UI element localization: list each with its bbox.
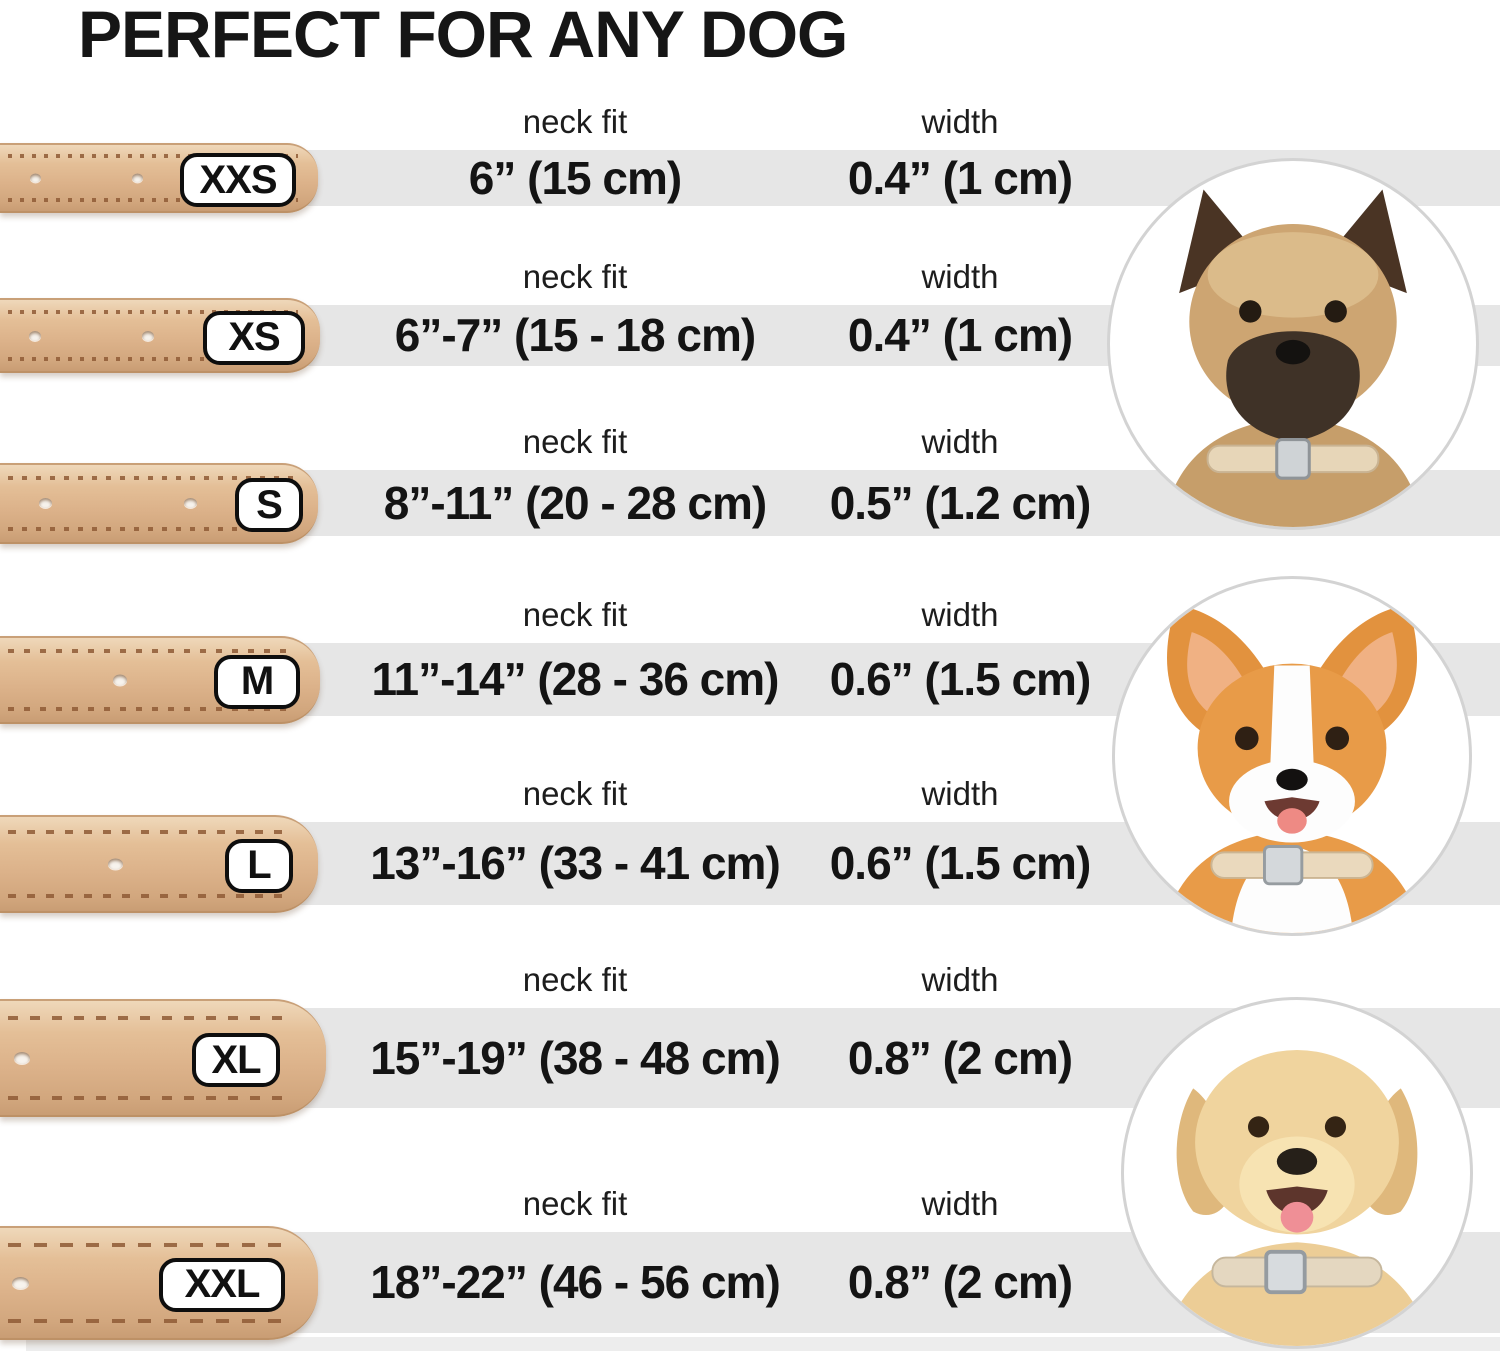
size-badge: XXS: [180, 153, 296, 207]
stitch-line-top: [8, 154, 298, 158]
stitch-line-bottom: [8, 526, 294, 531]
width-value: 0.4” (1 cm): [847, 309, 1073, 361]
stitch-line-top: [8, 648, 293, 653]
width-value: 0.6” (1.5 cm): [829, 653, 1092, 705]
size-badge: XS: [203, 310, 305, 365]
column-header-neck-fit: neck fit: [522, 423, 628, 460]
width-value: 0.8” (2 cm): [847, 1256, 1073, 1308]
collar-hole: [131, 173, 143, 183]
collar-hole: [29, 330, 41, 341]
neck-fit-value: 6” (15 cm): [468, 152, 682, 204]
neck-fit-value: 15”-19” (38 - 48 cm): [370, 1032, 781, 1084]
stitch-line-bottom: [8, 1096, 287, 1100]
column-header-width: width: [921, 1185, 999, 1222]
column-header-neck-fit: neck fit: [522, 961, 628, 998]
column-header-neck-fit: neck fit: [522, 258, 628, 295]
size-badge: M: [214, 654, 300, 709]
collar-hole: [14, 1052, 30, 1064]
collar-strap: XXS: [0, 143, 318, 213]
collar-strap: XXL: [0, 1225, 318, 1340]
size-badge: XXL: [159, 1257, 285, 1312]
column-header-width: width: [921, 103, 999, 140]
stitch-line-top: [8, 1242, 281, 1247]
stitch-line-bottom: [8, 893, 287, 898]
stitch-line-top: [8, 1016, 287, 1020]
column-header-neck-fit: neck fit: [522, 775, 628, 812]
collar-hole: [113, 674, 127, 685]
collar-hole: [11, 1276, 29, 1289]
stitch-line-bottom: [8, 198, 298, 202]
size-badge: L: [225, 838, 293, 893]
column-header-width: width: [921, 423, 999, 460]
dog-photo-corgi: [1112, 576, 1472, 936]
column-header-neck-fit: neck fit: [522, 596, 628, 633]
column-header-width: width: [921, 775, 999, 812]
size-badge: XL: [192, 1033, 280, 1087]
stitch-line-top: [8, 475, 294, 480]
collar-hole: [29, 173, 41, 183]
stitch-line-bottom: [8, 1318, 281, 1323]
collar-hole: [183, 498, 197, 508]
column-header-width: width: [921, 596, 999, 633]
collar-hole: [107, 858, 123, 869]
neck-fit-value: 18”-22” (46 - 56 cm): [370, 1256, 781, 1308]
column-header-neck-fit: neck fit: [522, 103, 628, 140]
stitch-line-top: [8, 310, 298, 314]
collar-strap: S: [0, 462, 318, 544]
size-badge: S: [235, 478, 303, 532]
stitch-line-bottom: [8, 706, 293, 711]
width-value: 0.4” (1 cm): [847, 152, 1073, 204]
column-header-width: width: [921, 258, 999, 295]
neck-fit-value: 11”-14” (28 - 36 cm): [371, 653, 779, 705]
collar-strap: M: [0, 635, 320, 724]
width-value: 0.8” (2 cm): [847, 1032, 1073, 1084]
neck-fit-value: 13”-16” (33 - 41 cm): [370, 837, 781, 889]
collar-strap: L: [0, 814, 318, 913]
stitch-line-top: [8, 829, 287, 834]
bottom-stripe: [26, 1337, 1500, 1351]
corgi-illustration: [1162, 604, 1422, 933]
collar-hole: [38, 498, 52, 508]
collar-strap: XS: [0, 298, 320, 373]
column-header-width: width: [921, 961, 999, 998]
dog-photo-terrier: [1107, 158, 1479, 530]
width-value: 0.6” (1.5 cm): [829, 837, 1092, 889]
page-title: PERFECT FOR ANY DOG: [78, 0, 848, 71]
collar-hole: [142, 330, 154, 341]
dog-photo-labrador: [1121, 997, 1473, 1349]
neck-fit-value: 6”-7” (15 - 18 cm): [394, 309, 756, 361]
stitch-line-bottom: [8, 357, 298, 361]
neck-fit-value: 8”-11” (20 - 28 cm): [383, 477, 767, 529]
terrier-illustration: [1162, 189, 1424, 527]
labrador-illustration: [1162, 1049, 1432, 1346]
width-value: 0.5” (1.2 cm): [829, 477, 1092, 529]
column-header-neck-fit: neck fit: [522, 1185, 628, 1222]
collar-strap: XL: [0, 999, 326, 1117]
